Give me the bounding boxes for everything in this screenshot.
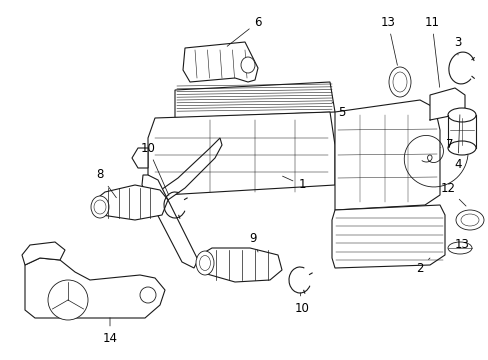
Ellipse shape <box>94 200 106 214</box>
Text: 5: 5 <box>331 102 345 118</box>
Text: 9: 9 <box>249 231 258 252</box>
Text: 8: 8 <box>96 168 116 198</box>
Ellipse shape <box>455 210 483 230</box>
Ellipse shape <box>447 108 475 122</box>
Text: 11: 11 <box>424 15 439 87</box>
Polygon shape <box>132 148 148 168</box>
Ellipse shape <box>447 141 475 155</box>
Text: 3: 3 <box>453 36 461 55</box>
Text: 6: 6 <box>227 15 261 46</box>
Circle shape <box>48 280 88 320</box>
Text: 10: 10 <box>140 141 168 195</box>
Text: 1: 1 <box>282 176 305 192</box>
Ellipse shape <box>199 256 210 270</box>
Ellipse shape <box>241 57 254 73</box>
Ellipse shape <box>392 72 406 92</box>
Polygon shape <box>200 248 282 282</box>
Polygon shape <box>22 242 65 265</box>
Ellipse shape <box>388 67 410 97</box>
Text: 4: 4 <box>453 115 461 171</box>
Text: 7: 7 <box>440 139 453 152</box>
Text: 14: 14 <box>102 318 117 345</box>
Ellipse shape <box>196 251 214 275</box>
Polygon shape <box>95 185 168 220</box>
Text: 12: 12 <box>440 181 465 206</box>
Text: 13: 13 <box>454 238 468 252</box>
Text: 10: 10 <box>294 293 309 315</box>
Ellipse shape <box>91 196 109 218</box>
Polygon shape <box>429 88 464 120</box>
Ellipse shape <box>447 242 471 254</box>
Polygon shape <box>158 138 222 202</box>
Circle shape <box>140 287 156 303</box>
Text: 13: 13 <box>380 15 397 65</box>
Ellipse shape <box>460 214 478 226</box>
Polygon shape <box>175 82 334 118</box>
Polygon shape <box>148 112 334 195</box>
Polygon shape <box>142 175 198 268</box>
Polygon shape <box>334 100 439 210</box>
Polygon shape <box>183 42 258 82</box>
Polygon shape <box>331 205 444 268</box>
Text: 2: 2 <box>415 258 429 274</box>
Polygon shape <box>25 258 164 318</box>
